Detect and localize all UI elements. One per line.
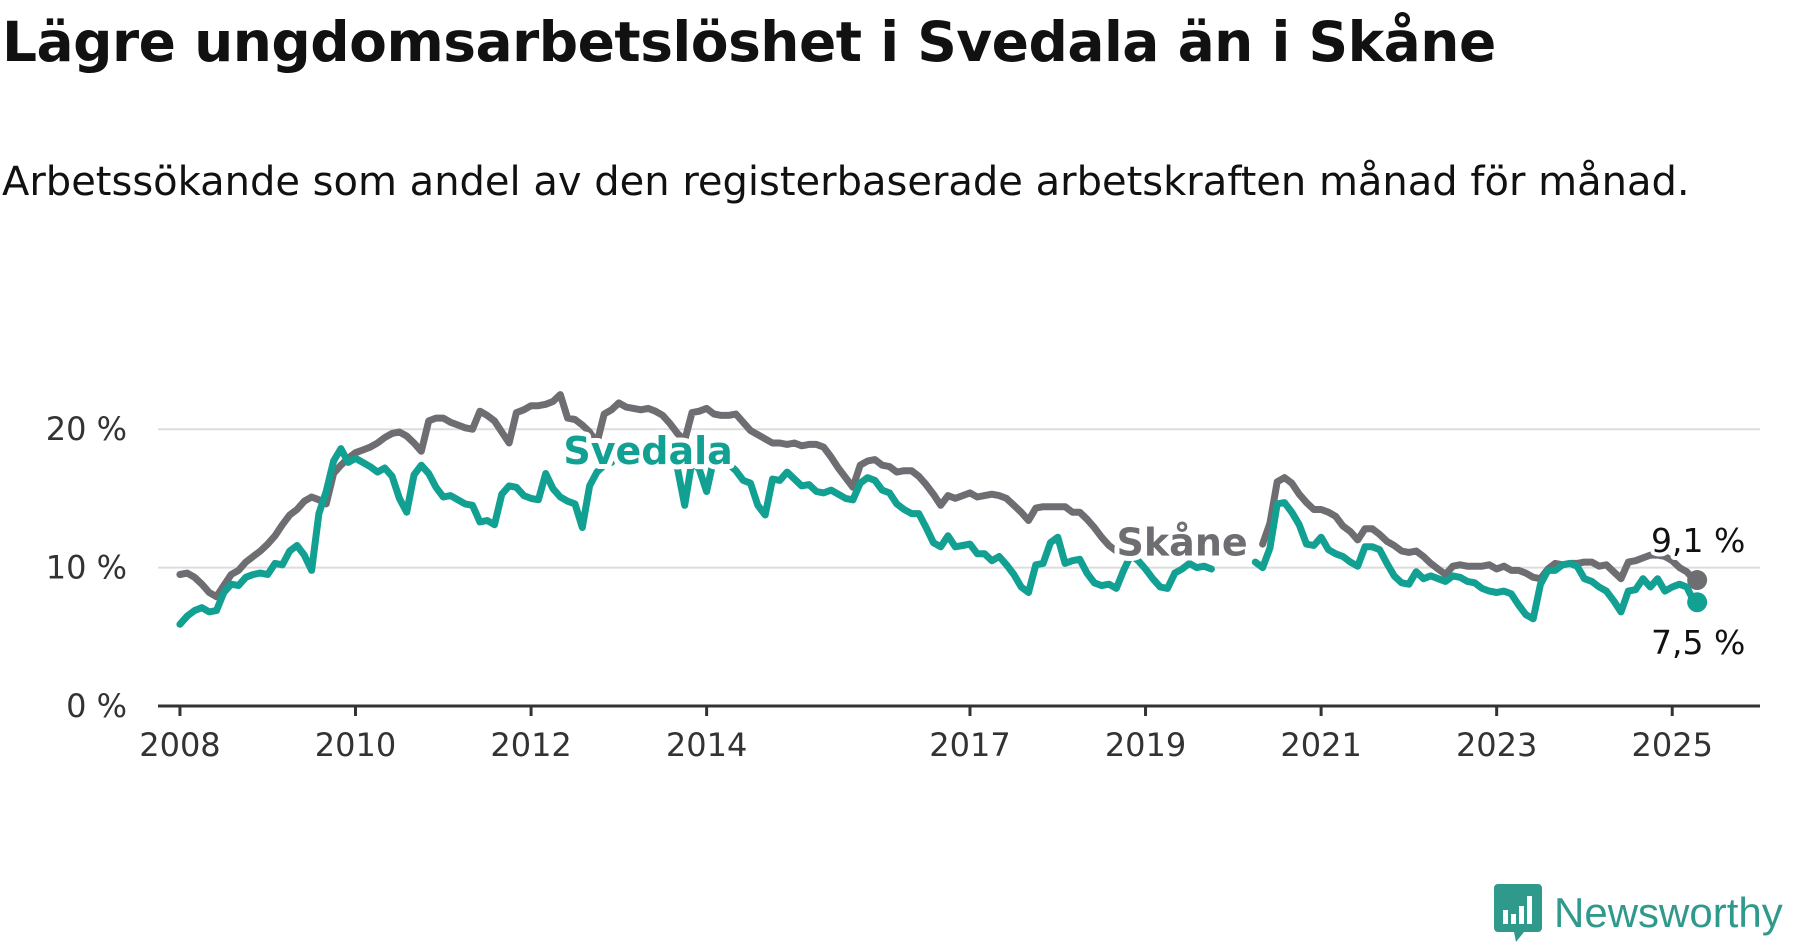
x-tick-label: 2008	[139, 726, 220, 764]
series-line	[176, 445, 615, 628]
series-line	[673, 454, 1215, 596]
x-tick-label: 2023	[1456, 726, 1537, 764]
chart-subtitle: Arbetssökande som andel av den registerb…	[2, 159, 1690, 205]
series-line	[1251, 499, 1698, 623]
series-name-label: Skåne	[1117, 520, 1248, 564]
chart-title: Lägre ungdomsarbetslöshet i Svedala än i…	[2, 10, 1496, 74]
y-tick-label: 10 %	[46, 549, 127, 587]
x-tick-label: 2021	[1280, 726, 1361, 764]
y-tick-label: 20 %	[46, 410, 127, 448]
x-tick-label: 2014	[666, 726, 747, 764]
x-tick-label: 2019	[1105, 726, 1186, 764]
series-end-dot	[1687, 570, 1708, 591]
series-svedala	[176, 445, 1708, 628]
brand-name: Newsworthy	[1554, 889, 1783, 936]
newsworthy-logo-icon	[1494, 884, 1542, 942]
x-tick-label: 2017	[929, 726, 1010, 764]
y-tick-label: 0 %	[66, 687, 127, 725]
brand-logo: Newsworthy	[1494, 884, 1783, 942]
series-end-dot	[1687, 592, 1708, 613]
series-lines	[176, 391, 1708, 628]
series-line	[176, 391, 1142, 601]
x-tick-label: 2010	[315, 726, 396, 764]
axes: 0 % 10 % 20 % 2008 2010 2012 2014 2017 2019 2021 2…	[46, 410, 1760, 764]
series-name-label: Svedala	[563, 429, 732, 473]
series-labels: 9,1 % 7,5 % Svedala Skåne	[558, 424, 1749, 666]
series-sk-ne	[176, 391, 1708, 601]
series-end-label: 9,1 %	[1651, 521, 1745, 560]
x-tick-label: 2025	[1632, 726, 1713, 764]
series-end-label: 7,5 %	[1651, 623, 1745, 662]
x-tick-label: 2012	[490, 726, 571, 764]
series-line	[1259, 474, 1698, 584]
